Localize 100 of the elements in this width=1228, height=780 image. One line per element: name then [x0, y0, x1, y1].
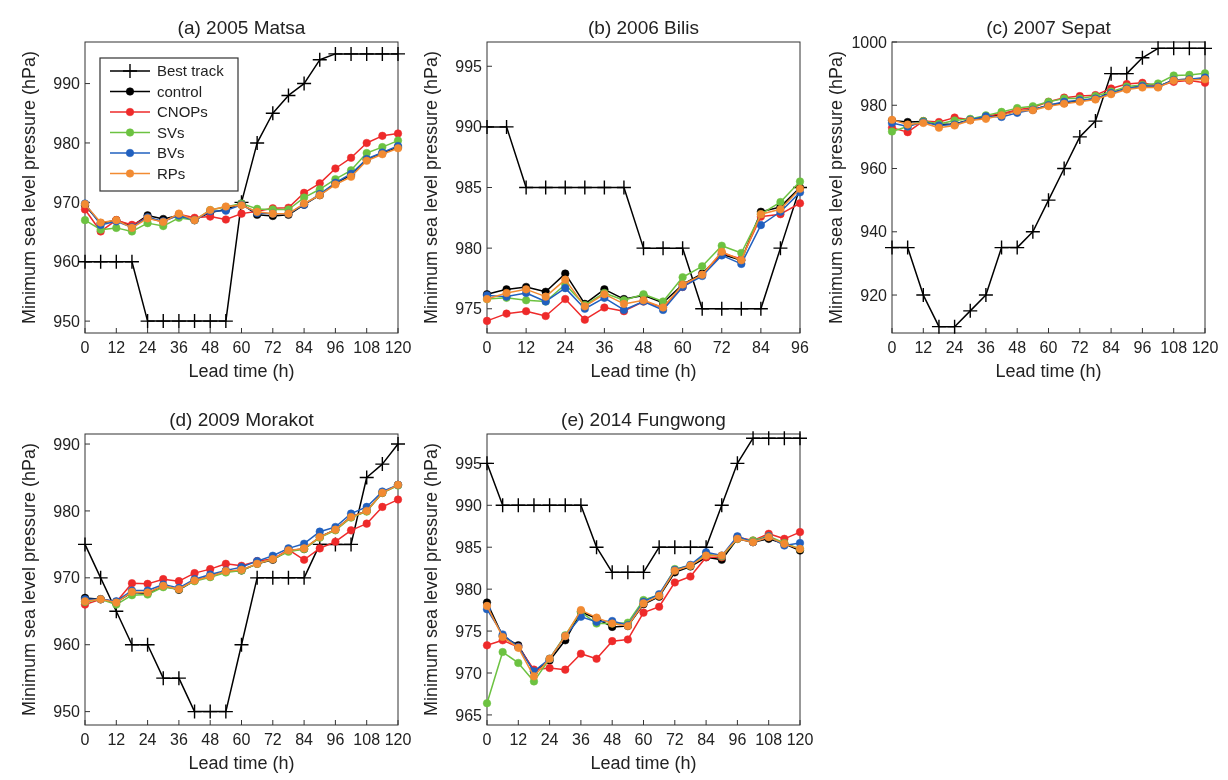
x-tick-label: 72 — [263, 339, 282, 356]
x-tick-label: 12 — [914, 339, 933, 356]
x-tick-label: 0 — [887, 339, 897, 356]
legend-label: control — [157, 82, 203, 100]
x-tick-label: 120 — [1191, 339, 1219, 356]
x-tick-label: 96 — [791, 339, 809, 356]
x-tick-label: 12 — [509, 731, 528, 748]
chart-title: (c) 2007 Sepat — [986, 17, 1112, 38]
y-tick-label: 990 — [53, 75, 81, 93]
legend-label: RPs — [157, 164, 186, 182]
y-tick-label: 920 — [860, 286, 888, 304]
legend-label: Best track — [157, 62, 225, 80]
x-tick-label: 72 — [665, 731, 684, 748]
x-tick-label: 48 — [201, 339, 220, 356]
x-tick-label: 120 — [384, 339, 412, 356]
x-axis-title: Lead time (h) — [188, 753, 295, 773]
y-tick-label: 1000 — [851, 33, 888, 51]
y-tick-label: 975 — [455, 622, 483, 640]
x-tick-label: 120 — [786, 731, 814, 748]
x-tick-label: 96 — [326, 731, 345, 748]
y-tick-label: 970 — [455, 664, 483, 682]
x-tick-label: 108 — [1160, 339, 1188, 356]
y-tick-label: 990 — [455, 496, 483, 514]
x-tick-label: 24 — [556, 339, 575, 356]
x-tick-label: 96 — [1133, 339, 1152, 356]
x-tick-label: 36 — [572, 731, 590, 748]
x-tick-label: 48 — [1008, 339, 1027, 356]
x-tick-label: 36 — [170, 731, 188, 748]
x-tick-label: 0 — [482, 731, 492, 748]
y-axis-title: Minimum sea level pressure (hPa) — [826, 50, 846, 325]
chart-title: (d) 2009 Morakot — [169, 409, 315, 430]
x-tick-label: 48 — [634, 339, 653, 356]
x-tick-label: 48 — [603, 731, 622, 748]
y-axis-title: Minimum sea level pressure (hPa) — [421, 50, 441, 325]
x-tick-label: 108 — [353, 731, 381, 748]
x-tick-label: 120 — [384, 731, 412, 748]
y-tick-label: 980 — [455, 239, 483, 257]
x-tick-label: 84 — [295, 731, 314, 748]
x-tick-label: 24 — [138, 731, 157, 748]
x-tick-label: 24 — [540, 731, 559, 748]
y-tick-label: 965 — [455, 706, 483, 724]
x-tick-label: 24 — [945, 339, 964, 356]
x-tick-label: 60 — [634, 731, 653, 748]
x-tick-label: 72 — [1070, 339, 1089, 356]
y-axis-title: Minimum sea level pressure (hPa) — [19, 50, 39, 325]
x-tick-label: 12 — [107, 731, 126, 748]
y-tick-label: 960 — [53, 253, 81, 271]
y-tick-label: 995 — [455, 454, 483, 472]
legend-label: CNOPs — [157, 103, 208, 121]
x-tick-label: 96 — [728, 731, 747, 748]
x-tick-label: 12 — [107, 339, 126, 356]
x-axis-title: Lead time (h) — [590, 361, 697, 381]
y-tick-label: 960 — [860, 160, 888, 178]
x-tick-label: 24 — [138, 339, 157, 356]
x-tick-label: 60 — [232, 339, 251, 356]
y-axis-title: Minimum sea level pressure (hPa) — [19, 442, 39, 717]
x-tick-label: 36 — [977, 339, 995, 356]
y-tick-label: 990 — [53, 435, 81, 453]
x-tick-label: 60 — [232, 731, 251, 748]
x-tick-label: 72 — [712, 339, 731, 356]
y-tick-label: 990 — [455, 118, 483, 136]
x-tick-label: 84 — [295, 339, 314, 356]
x-tick-label: 48 — [201, 731, 220, 748]
x-tick-label: 84 — [697, 731, 716, 748]
x-tick-label: 12 — [517, 339, 536, 356]
x-tick-label: 0 — [482, 339, 492, 356]
y-tick-label: 975 — [455, 300, 483, 318]
y-tick-label: 950 — [53, 703, 81, 721]
y-tick-label: 995 — [455, 57, 483, 75]
y-tick-label: 980 — [53, 134, 81, 152]
x-tick-label: 96 — [326, 339, 345, 356]
y-tick-label: 980 — [455, 580, 483, 598]
chart-title: (a) 2005 Matsa — [177, 17, 306, 38]
y-tick-label: 970 — [53, 569, 81, 587]
legend-label: SVs — [157, 123, 185, 141]
x-axis-title: Lead time (h) — [188, 361, 295, 381]
y-tick-label: 985 — [455, 538, 483, 556]
legend-label: BVs — [157, 144, 185, 162]
y-tick-label: 980 — [860, 96, 888, 114]
y-axis-title: Minimum sea level pressure (hPa) — [421, 442, 441, 717]
y-tick-label: 980 — [53, 502, 81, 520]
x-tick-label: 60 — [673, 339, 692, 356]
y-tick-label: 960 — [53, 636, 81, 654]
x-tick-label: 0 — [80, 731, 90, 748]
x-tick-label: 36 — [170, 339, 188, 356]
x-tick-label: 0 — [80, 339, 90, 356]
y-tick-label: 970 — [53, 193, 81, 211]
x-tick-label: 60 — [1039, 339, 1058, 356]
x-tick-label: 72 — [263, 731, 282, 748]
x-tick-label: 36 — [595, 339, 614, 356]
y-tick-label: 950 — [53, 312, 81, 330]
chart-title: (b) 2006 Bilis — [588, 17, 699, 38]
y-tick-label: 940 — [860, 223, 888, 241]
x-axis-title: Lead time (h) — [995, 361, 1102, 381]
chart-title: (e) 2014 Fungwong — [561, 409, 726, 430]
x-tick-label: 108 — [755, 731, 783, 748]
x-tick-label: 108 — [353, 339, 381, 356]
x-axis-title: Lead time (h) — [590, 753, 697, 773]
x-tick-label: 84 — [1102, 339, 1121, 356]
y-tick-label: 985 — [455, 179, 483, 197]
